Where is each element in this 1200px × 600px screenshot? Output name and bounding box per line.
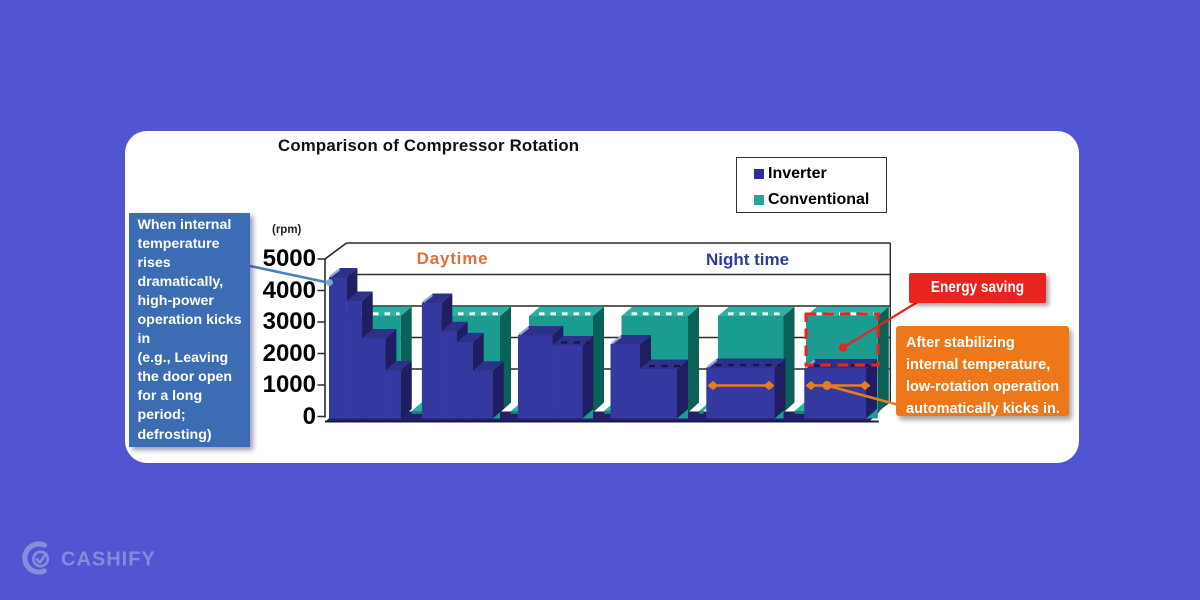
svg-text:CASHIFY: CASHIFY (61, 549, 156, 571)
